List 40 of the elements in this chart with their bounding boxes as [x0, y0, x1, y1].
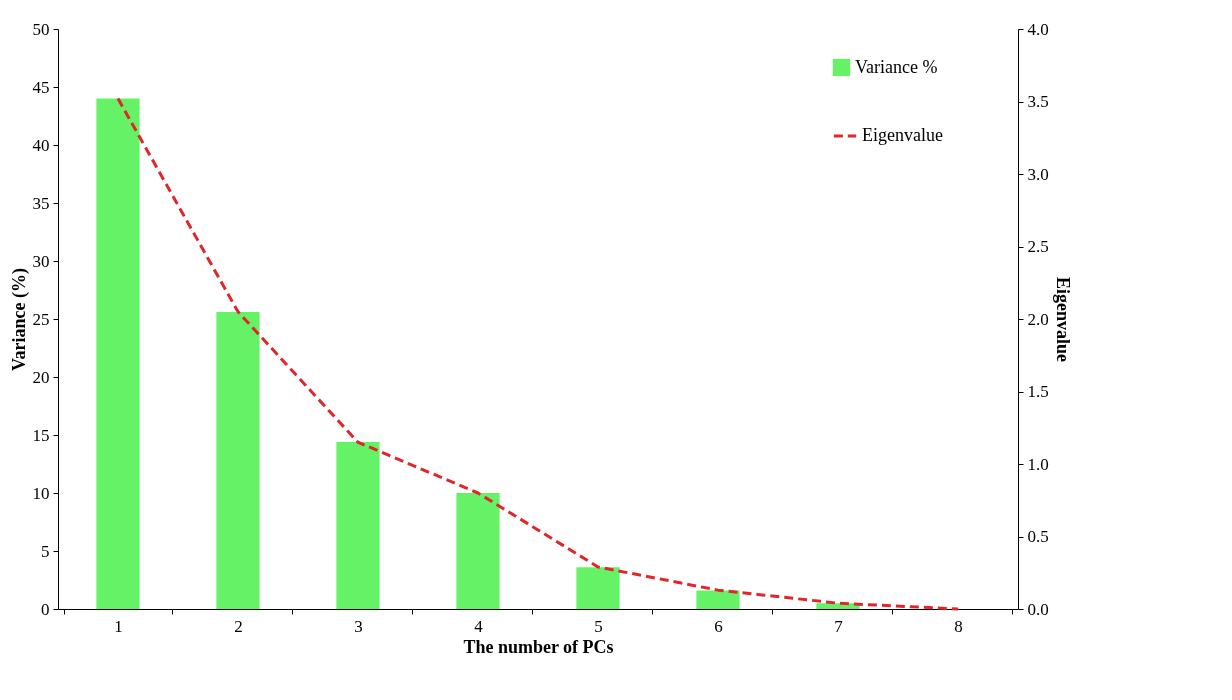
line-series [116, 97, 960, 611]
y-tick-label: 10 [32, 483, 50, 503]
x-tick-label: 7 [834, 616, 844, 636]
legend-label: Variance % [855, 56, 938, 77]
y-tick-label: 20 [32, 367, 50, 387]
y2-tick-label: 4.0 [1027, 19, 1049, 39]
y2-tick-label: 2.5 [1027, 237, 1049, 256]
y2-tick-label: 1.0 [1027, 454, 1049, 474]
y-tick-label: 30 [32, 251, 50, 271]
y-tick-label: 15 [32, 425, 50, 445]
y-tick-label: 50 [32, 19, 50, 39]
y2-tick-label: 0.5 [1027, 527, 1049, 546]
y-tick-label: 45 [32, 77, 50, 97]
bar [576, 567, 620, 609]
x-tick-label: 1 [114, 616, 123, 636]
y2-tick-label: 3.0 [1027, 164, 1049, 184]
x-tick-label: 5 [594, 616, 603, 636]
x-tick-label: 4 [474, 616, 484, 636]
legend-label: Eigenvalue [862, 125, 943, 145]
bar [456, 493, 500, 609]
y-tick-label: 0 [41, 599, 50, 619]
y-axis-title: Variance (%) [8, 268, 30, 371]
y-tick-label: 35 [32, 193, 50, 213]
x-tick-label: 3 [354, 616, 363, 636]
bar [216, 312, 260, 609]
bar [336, 441, 380, 609]
x-tick-label: 8 [954, 616, 963, 636]
bar [96, 98, 140, 609]
y2-tick-label: 1.5 [1027, 382, 1049, 401]
y-tick-label: 5 [41, 541, 50, 561]
bar [696, 590, 740, 609]
y2-axis-title: Eigenvalue [1052, 276, 1073, 363]
x-axis-title: The number of PCs [463, 636, 614, 657]
y2-tick-label: 2.0 [1027, 309, 1049, 329]
y-tick-label: 40 [32, 135, 50, 155]
x-tick-label: 6 [714, 616, 723, 636]
y2-tick-label: 0.0 [1027, 599, 1049, 619]
x-tick-label: 2 [234, 616, 243, 636]
y-tick-label: 25 [32, 309, 50, 329]
y2-tick-label: 3.5 [1027, 92, 1049, 111]
